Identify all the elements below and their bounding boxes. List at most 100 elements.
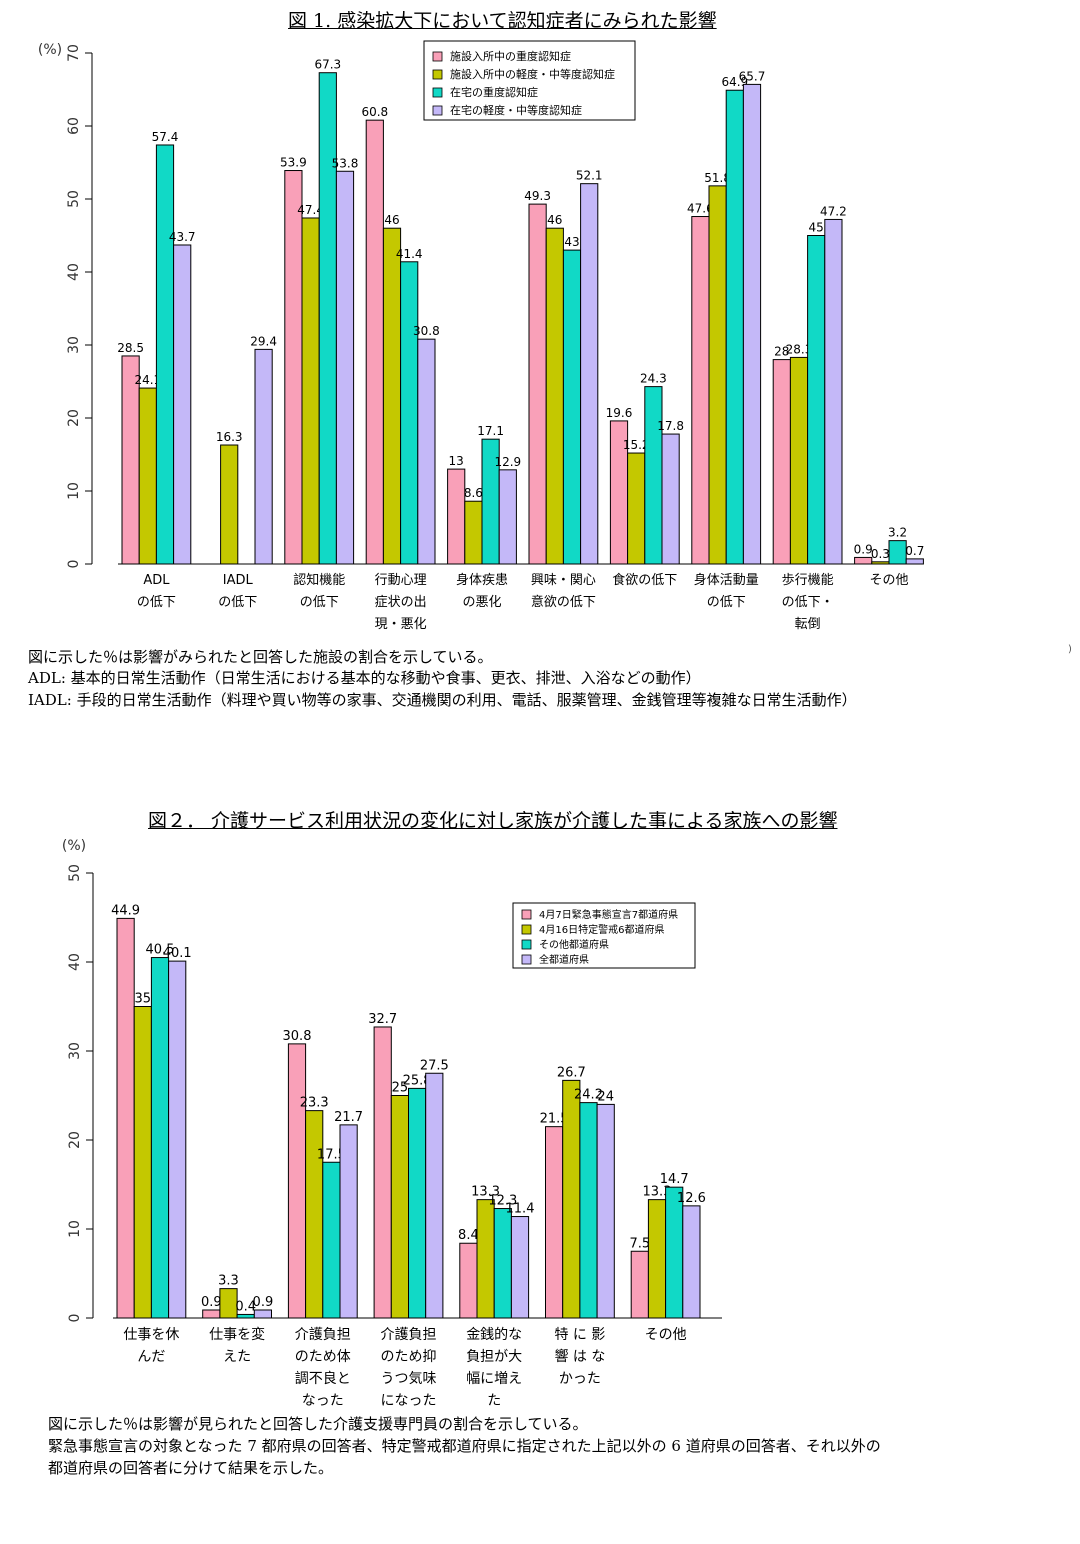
chart2-category-label: 金銭的な [466, 1327, 522, 1343]
chart2-bar [322, 1161, 341, 1319]
chart2-bar [339, 1124, 358, 1319]
chart1-data-label: 57.4 [152, 130, 179, 144]
chart1-legend-swatch [432, 87, 443, 98]
chart1-bar [138, 387, 157, 565]
chart1-bar [254, 348, 273, 565]
chart1-y-tick-label: 30 [66, 336, 82, 354]
chart2-bar [545, 1126, 564, 1319]
chart1-bar [528, 203, 547, 565]
chart2-bar [253, 1309, 273, 1319]
chart2-bar [202, 1309, 221, 1319]
chart1-bar [220, 444, 239, 565]
chart2-bar [236, 1313, 255, 1319]
chart2-legend-label: 4月16日特定警戒6都道府県 [539, 923, 664, 936]
chart2-legend-swatch [521, 939, 532, 950]
chart2-y-tick-label: 50 [67, 864, 83, 882]
chart2-bar [647, 1199, 667, 1319]
chart1-category-label: 認知機能 [293, 572, 345, 588]
chart2-category-label: のため抑 [381, 1349, 437, 1365]
chart1-plot: 0 10 20 30 40 50 60 70(%) 28.5 24.1 57.4 43.7 ADL の低下… [38, 40, 924, 632]
chart2-category-label: うつ気味 [381, 1371, 437, 1387]
chart2-category-label: 介護負担 [381, 1327, 437, 1343]
chart2-note-1: 図に示した％は影響が見られたと回答した介護支援専門員の割合を示している。 [48, 1415, 588, 1433]
chart1-data-label: 43 [564, 235, 579, 249]
chart2-bar [630, 1250, 649, 1319]
chart2-note-3: 都道府県の回答者に分けて結果を示した。 [48, 1459, 334, 1477]
chart2-data-label: 13.3 [643, 1185, 672, 1200]
chart1-data-label: 46 [384, 213, 399, 227]
chart1-data-label: 60.8 [361, 105, 388, 119]
chart1-category-label: 現・悪化 [375, 617, 427, 632]
chart2-data-label: 8.4 [458, 1228, 479, 1243]
chart2-category-label: になった [381, 1393, 437, 1409]
chart2-bar [373, 1026, 392, 1319]
chart1-legend [423, 40, 636, 121]
chart2-data-label: 21.7 [334, 1110, 363, 1125]
chart1-y-tick-label: 10 [66, 482, 82, 500]
chart1-legend-label: 在宅の重度認知症 [450, 85, 538, 99]
chart2-data-label: 24.2 [574, 1088, 603, 1103]
chart1-y-tick-label: 0 [66, 560, 82, 569]
chart1-y-tick-label: 20 [66, 409, 82, 427]
chart2-data-label: 24 [597, 1089, 614, 1104]
chart2-y-tick-label: 40 [67, 953, 83, 971]
chart1-category-label: 身体活動量 [694, 572, 759, 588]
chart2-legend [512, 902, 696, 969]
chart2-data-label: 32.7 [368, 1012, 397, 1027]
chart2-category-label: 響 は な [554, 1348, 605, 1365]
chart1-data-label: 46 [547, 213, 562, 227]
chart2-y-tick-label: 10 [67, 1220, 83, 1238]
chart1-data-label: 17.8 [657, 419, 684, 433]
chart2-legend-swatch [521, 924, 532, 935]
chart1-y-tick-label: 40 [66, 263, 82, 281]
chart2-legend-label: 4月7日緊急事態宣言7都道府県 [539, 908, 678, 921]
chart1-category-label: 症状の出 [375, 595, 427, 610]
chart1-data-label: 13 [449, 454, 464, 468]
chart2-bar [682, 1205, 701, 1319]
chart2-bar [150, 957, 170, 1319]
chart1-note-2: ADL: 基本的日常生活動作（日常生活における基本的な移動や食事、更衣、排泄、入… [28, 669, 701, 687]
chart2-bar [425, 1072, 444, 1319]
chart1-y-tick-label: 70 [66, 44, 82, 62]
chart1-category-label: 興味・関心 [531, 573, 596, 588]
chart2-bar [476, 1199, 495, 1319]
chart1-bar [789, 356, 809, 565]
chart1-category-label: 身体疾患 [456, 572, 508, 588]
chart1-category-label: 転倒 [795, 617, 821, 632]
chart1-bar [871, 561, 890, 565]
chart2-title: 図２． 介護サービス利用状況の変化に対し家族が介護した事による家族への影響 [148, 810, 838, 832]
chart2-category-label: 調不良と [295, 1371, 351, 1387]
chart2-category-label: 特 に 影 [554, 1327, 605, 1343]
chart2-bar [287, 1043, 307, 1319]
chart1-category-label: の低下 [300, 595, 339, 610]
chart1-bar [335, 170, 355, 565]
chart1-bar [691, 216, 710, 565]
chart1-category-label: 行動心理 [375, 573, 427, 588]
chart1-bar [121, 355, 140, 565]
chart1-title: 図 1. 感染拡大下において認知症者にみられた影響 [288, 10, 717, 32]
chart2-bar [305, 1110, 324, 1319]
chart1-bar [772, 359, 791, 565]
chart2-category-label: 介護負担 [295, 1327, 351, 1343]
chart2-data-label: 44.9 [111, 903, 140, 918]
chart1-data-label: 12.9 [494, 455, 521, 469]
chart1-category-label: その他 [869, 573, 908, 588]
chart1-data-label: 45 [809, 221, 824, 235]
chart1-bar [708, 185, 727, 565]
chart1-y-tick-label: 60 [66, 117, 82, 135]
chart2-data-label: 17.5 [317, 1147, 346, 1162]
chart1-bar [301, 217, 320, 565]
chart1-bar [661, 433, 680, 565]
chart2-bar [133, 1006, 152, 1319]
chart1-data-label: 28 [774, 345, 789, 359]
chart2-bar [219, 1288, 238, 1319]
chart1-legend-label: 施設入所中の重度認知症 [450, 49, 571, 63]
chart1-data-label: 64.9 [721, 75, 748, 89]
chart1-legend-swatch [432, 51, 443, 62]
chart2-bar [510, 1216, 530, 1319]
chart2-data-label: 23.3 [300, 1096, 329, 1111]
chart1-legend-label: 在宅の軽度・中等度認知症 [450, 103, 582, 117]
chart2-data-label: 0.9 [201, 1295, 222, 1310]
chart1-bar [318, 72, 337, 565]
